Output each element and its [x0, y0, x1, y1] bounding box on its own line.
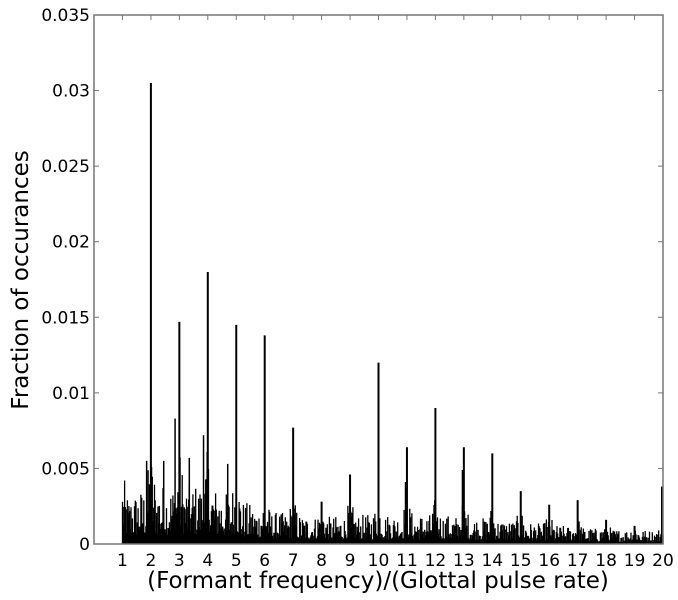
y-tick-label: 0.02: [52, 233, 90, 253]
histogram-background-bars: [121, 452, 664, 544]
y-tick-label: 0.005: [41, 459, 90, 479]
x-tick-label: 20: [652, 551, 674, 571]
x-tick-label: 10: [368, 551, 390, 571]
y-axis: 0 0.005 0.01 0.015 0.02 0.025 0.03 0.035: [41, 6, 663, 555]
x-tick-label: 6: [259, 551, 270, 571]
x-axis-title: (Formant frequency)/(Glottal pulse rate): [147, 568, 609, 594]
x-tick-label: 11: [396, 551, 418, 571]
histogram-bars: [121, 83, 664, 544]
x-tick-label: 9: [345, 551, 356, 571]
x-tick-label: 5: [231, 551, 242, 571]
x-tick-label: 3: [174, 551, 185, 571]
y-tick-label: 0.01: [52, 384, 90, 404]
x-tick-label: 18: [595, 551, 617, 571]
x-tick-label: 17: [567, 551, 589, 571]
y-tick-label: 0.025: [41, 157, 90, 177]
x-tick-label: 1: [117, 551, 128, 571]
x-tick-label: 4: [202, 551, 213, 571]
x-tick-label: 19: [624, 551, 646, 571]
x-tick-label: 15: [510, 551, 532, 571]
y-tick-label: 0.015: [41, 308, 90, 328]
x-tick-label: 14: [481, 551, 503, 571]
y-tick-label: 0: [79, 535, 90, 555]
y-tick-label: 0.03: [52, 82, 90, 102]
x-tick-label: 13: [453, 551, 475, 571]
x-tick-label: 12: [425, 551, 447, 571]
x-tick-label: 7: [288, 551, 299, 571]
x-tick-label: 16: [538, 551, 560, 571]
x-tick-label: 8: [316, 551, 327, 571]
x-tick-label: 2: [145, 551, 156, 571]
y-tick-label: 0.035: [41, 6, 90, 26]
x-axis: 1 2 3 4 5 6 7 8 9 10 11 12 13 14 15 16 17 18 19 20: [117, 15, 674, 571]
y-axis-title: Fraction of occurances: [8, 150, 34, 409]
